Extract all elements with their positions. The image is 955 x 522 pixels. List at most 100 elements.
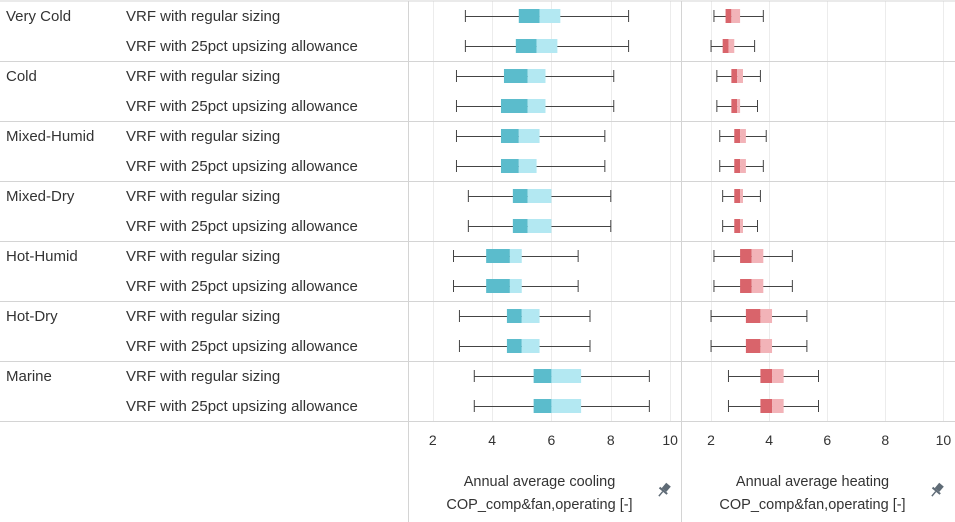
box-0-4 [455,129,606,143]
region-label: Cold [6,68,37,85]
box-0-8 [453,249,579,263]
axis-title-line: Annual average cooling [464,474,616,490]
region-label: Hot-Dry [6,308,58,325]
box-0-12 [473,369,650,383]
box-1-9 [713,279,793,293]
box-upper-half [740,219,743,233]
box-1-4 [719,129,767,143]
box-lower-half [500,99,528,113]
box-lower-half [725,9,732,23]
sizing-label: VRF with 25pct upsizing allowance [126,338,358,355]
pin-head [934,482,944,492]
region-label: Mixed-Humid [6,128,94,145]
box-lower-half [533,399,552,413]
box-upper-half [539,9,561,23]
box-lower-half [533,369,552,383]
box-1-12 [727,369,819,383]
box-1-5 [719,159,764,173]
box-upper-half [518,159,537,173]
box-0-9 [453,279,579,293]
box-1-13 [727,399,819,413]
sizing-label: VRF with regular sizing [126,248,280,265]
box-upper-half [728,39,735,53]
box-upper-half [527,99,546,113]
box-upper-half [551,399,582,413]
box-lower-half [740,279,752,293]
box-upper-half [740,159,746,173]
sizing-label: VRF with 25pct upsizing allowance [126,38,358,55]
box-1-6 [722,189,761,203]
pin-icon[interactable] [928,481,945,499]
sizing-label: VRF with regular sizing [126,68,280,85]
box-upper-half [751,249,764,263]
box-lower-half [512,189,528,203]
box-lower-half [734,159,741,173]
sizing-label: VRF with regular sizing [126,8,280,25]
row-labels: Very Cold Cold Mixed-Humid Mixed-Dry Hot-Hum… [6,8,358,415]
box-lower-half [731,69,738,83]
axis-title-line: COP_comp&fan,operating [-] [446,497,632,513]
axis-title-line: Annual average heating [736,474,889,490]
box-1-1 [710,39,756,53]
tick-label: 4 [765,432,773,448]
box-lower-half [740,249,752,263]
box-lower-half [486,249,510,263]
box-1-0 [713,9,764,23]
box-0-1 [464,39,630,53]
box-upper-half [509,249,522,263]
box-lower-half [503,69,528,83]
sizing-label: VRF with 25pct upsizing allowance [126,218,358,235]
pin-needle [658,491,664,497]
pin-collar [931,486,941,495]
sizing-label: VRF with 25pct upsizing allowance [126,278,358,295]
box-lower-half [731,99,738,113]
box-upper-half [527,69,546,83]
box-upper-half [740,189,743,203]
boxes [453,9,819,413]
box-lower-half [760,399,773,413]
box-lower-half [734,129,741,143]
pin-collar [658,486,668,495]
box-upper-half [527,219,552,233]
box-0-7 [467,219,612,233]
sizing-label: VRF with regular sizing [126,368,280,385]
box-lower-half [500,159,519,173]
box-upper-half [772,369,784,383]
tick-label: 6 [548,432,556,448]
box-0-0 [464,9,630,23]
box-lower-half [722,39,729,53]
box-1-2 [716,69,761,83]
box-lower-half [745,339,761,353]
box-upper-half [772,399,784,413]
tick-label: 10 [662,432,678,448]
tick-label: 2 [707,432,715,448]
region-label: Marine [6,368,52,385]
box-upper-half [760,309,773,323]
box-lower-half [512,219,528,233]
box-lower-half [500,129,519,143]
box-upper-half [521,339,540,353]
box-upper-half [518,129,540,143]
box-1-10 [710,309,808,323]
tick-label: 10 [936,432,952,448]
tick-label: 4 [488,432,496,448]
sizing-label: VRF with 25pct upsizing allowance [126,398,358,415]
region-label: Hot-Humid [6,248,78,265]
box-0-11 [458,339,591,353]
box-0-6 [467,189,612,203]
sizing-label: VRF with regular sizing [126,188,280,205]
sizing-label: VRF with regular sizing [126,308,280,325]
box-upper-half [751,279,764,293]
box-upper-half [536,39,558,53]
box-upper-half [551,369,582,383]
box-0-2 [455,69,615,83]
box-upper-half [521,309,540,323]
pin-icon[interactable] [655,481,672,499]
box-upper-half [527,189,552,203]
tick-label: 6 [823,432,831,448]
box-lower-half [486,279,510,293]
axes: 2 4 6 8 10 Annual average cooling COP_comp&fan… [429,432,952,513]
box-0-13 [473,399,650,413]
sizing-label: VRF with 25pct upsizing allowance [126,98,358,115]
box-1-11 [710,339,808,353]
